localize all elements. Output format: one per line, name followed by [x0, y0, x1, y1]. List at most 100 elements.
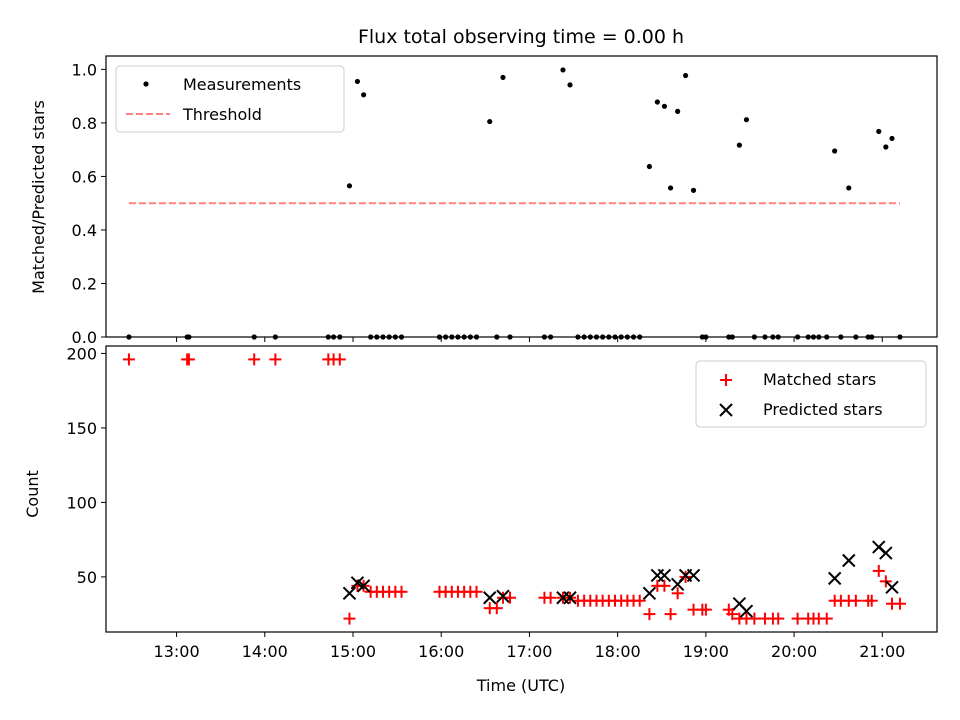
top-y-tick-label: 0.4: [72, 221, 97, 240]
x-tick-label: 19:00: [683, 642, 729, 661]
matched-star-point: [470, 585, 483, 598]
predicted-star-point: [496, 589, 510, 603]
predicted-star-point: [483, 591, 497, 605]
matched-star-point: [671, 587, 684, 600]
measurement-point: [846, 185, 852, 191]
predicted-star-point: [842, 553, 856, 568]
predicted-star-point: [739, 604, 754, 618]
top-x-ticks: [176, 337, 883, 342]
top-y-tick-label: 0.0: [72, 328, 97, 347]
predicted-star-point: [356, 579, 371, 593]
legend-matched-label: Matched stars: [763, 370, 876, 389]
x-tick-label: 15:00: [330, 642, 376, 661]
measurement-point: [354, 78, 361, 85]
matched-star-point: [269, 353, 282, 366]
x-tick-label: 21:00: [859, 642, 905, 661]
bottom-y-tick-label: 200: [66, 344, 97, 363]
matched-star-point: [820, 612, 833, 625]
measurement-point: [661, 103, 668, 109]
legend-predicted-label: Predicted stars: [763, 400, 883, 419]
predicted-star-point: [642, 586, 657, 600]
matched-star-point: [343, 612, 356, 625]
matched-star-point: [865, 594, 878, 607]
matched-star-point: [879, 575, 892, 588]
measurement-point: [667, 185, 674, 191]
top-legend-frame: [115, 65, 345, 133]
legend-measurements-label: Measurements: [183, 75, 301, 94]
matched-star-point: [658, 579, 671, 592]
matched-star-point: [791, 612, 804, 625]
top-axes-frame: [105, 55, 938, 338]
top-y-axis-label: Matched/Predicted stars: [29, 100, 48, 294]
top-y-tick-label: 0.6: [72, 167, 97, 186]
measurement-point: [675, 108, 681, 114]
legend-predicted-marker: [719, 403, 733, 417]
measurement-point: [690, 187, 697, 193]
top-y-tick-label: 0.8: [72, 114, 97, 133]
matched-star-point: [333, 353, 346, 366]
measurement-point: [654, 99, 660, 105]
measurement-point: [360, 92, 367, 98]
matched-star-point: [748, 612, 761, 625]
legend-matched-marker: [720, 374, 732, 386]
x-tick-label: 14:00: [242, 642, 288, 661]
measurement-point: [346, 183, 353, 189]
top-y-tick-label: 0.2: [72, 274, 97, 293]
bottom-axes: 50 100 150 200 13:00 14:00 15:00 16:00 17:00 18:…: [23, 344, 938, 695]
predicted-star-point: [342, 586, 357, 600]
top-marks: [126, 67, 903, 340]
matched-star-point: [122, 353, 135, 366]
matched-star-point: [544, 591, 557, 604]
measurement-point: [876, 128, 882, 135]
x-axis-label: Time (UTC): [476, 676, 565, 695]
legend-threshold-label: Threshold: [182, 105, 262, 124]
matched-star-point: [490, 602, 503, 615]
chart-title: Flux total observing time = 0.00 h: [358, 26, 684, 48]
predicted-star-point: [827, 571, 842, 586]
predicted-star-point: [879, 546, 893, 560]
matched-star-point: [664, 608, 677, 621]
matched-star-point: [395, 585, 408, 598]
measurement-point: [567, 82, 573, 88]
measurement-point: [832, 148, 838, 154]
bottom-y-tick-label: 150: [66, 419, 97, 438]
matched-star-point: [504, 591, 517, 604]
bottom-marks: [122, 353, 906, 625]
predicted-star-point: [657, 568, 672, 583]
measurement-point: [743, 117, 750, 123]
matched-star-point: [893, 597, 906, 610]
matched-star-point: [679, 570, 692, 583]
x-tick-label: 17:00: [506, 642, 552, 661]
bottom-y-tick-label: 50: [77, 568, 97, 587]
measurement-point: [736, 142, 742, 148]
measurement-point: [889, 135, 895, 142]
bottom-y-axis-label: Count: [23, 470, 42, 518]
bottom-legend-frame: [695, 360, 927, 428]
measurement-point: [646, 163, 653, 170]
top-y-tick-label: 1.0: [72, 60, 97, 79]
predicted-star-point: [686, 568, 701, 583]
matched-star-point: [182, 353, 195, 366]
matched-star-point: [726, 608, 739, 621]
top-legend: Measurements Threshold: [115, 65, 345, 133]
matched-star-point: [849, 594, 862, 607]
x-tick-label: 13:00: [154, 642, 200, 661]
matched-star-point: [633, 594, 646, 607]
bottom-y-tick-label: 100: [66, 493, 97, 512]
matched-star-point: [872, 564, 885, 577]
matched-star-point: [772, 612, 785, 625]
x-tick-label: 16:00: [418, 642, 464, 661]
bottom-axes-frame: [105, 345, 938, 633]
bottom-legend: Matched stars Predicted stars: [695, 360, 927, 428]
top-axes: 0.0 0.2 0.4 0.6 0.8 1.0 Matched/Predicted sta…: [29, 55, 938, 347]
measurement-point: [682, 72, 689, 79]
measurement-point: [560, 67, 566, 73]
top-y-ticks: 0.0 0.2 0.4 0.6 0.8 1.0: [72, 60, 106, 347]
matched-star-point: [643, 608, 656, 621]
matched-star-point: [248, 353, 261, 366]
predicted-star-point: [885, 580, 899, 595]
x-tick-label: 20:00: [771, 642, 817, 661]
bottom-y-ticks: 50 100 150 200: [66, 344, 106, 587]
predicted-star-point: [563, 591, 577, 605]
